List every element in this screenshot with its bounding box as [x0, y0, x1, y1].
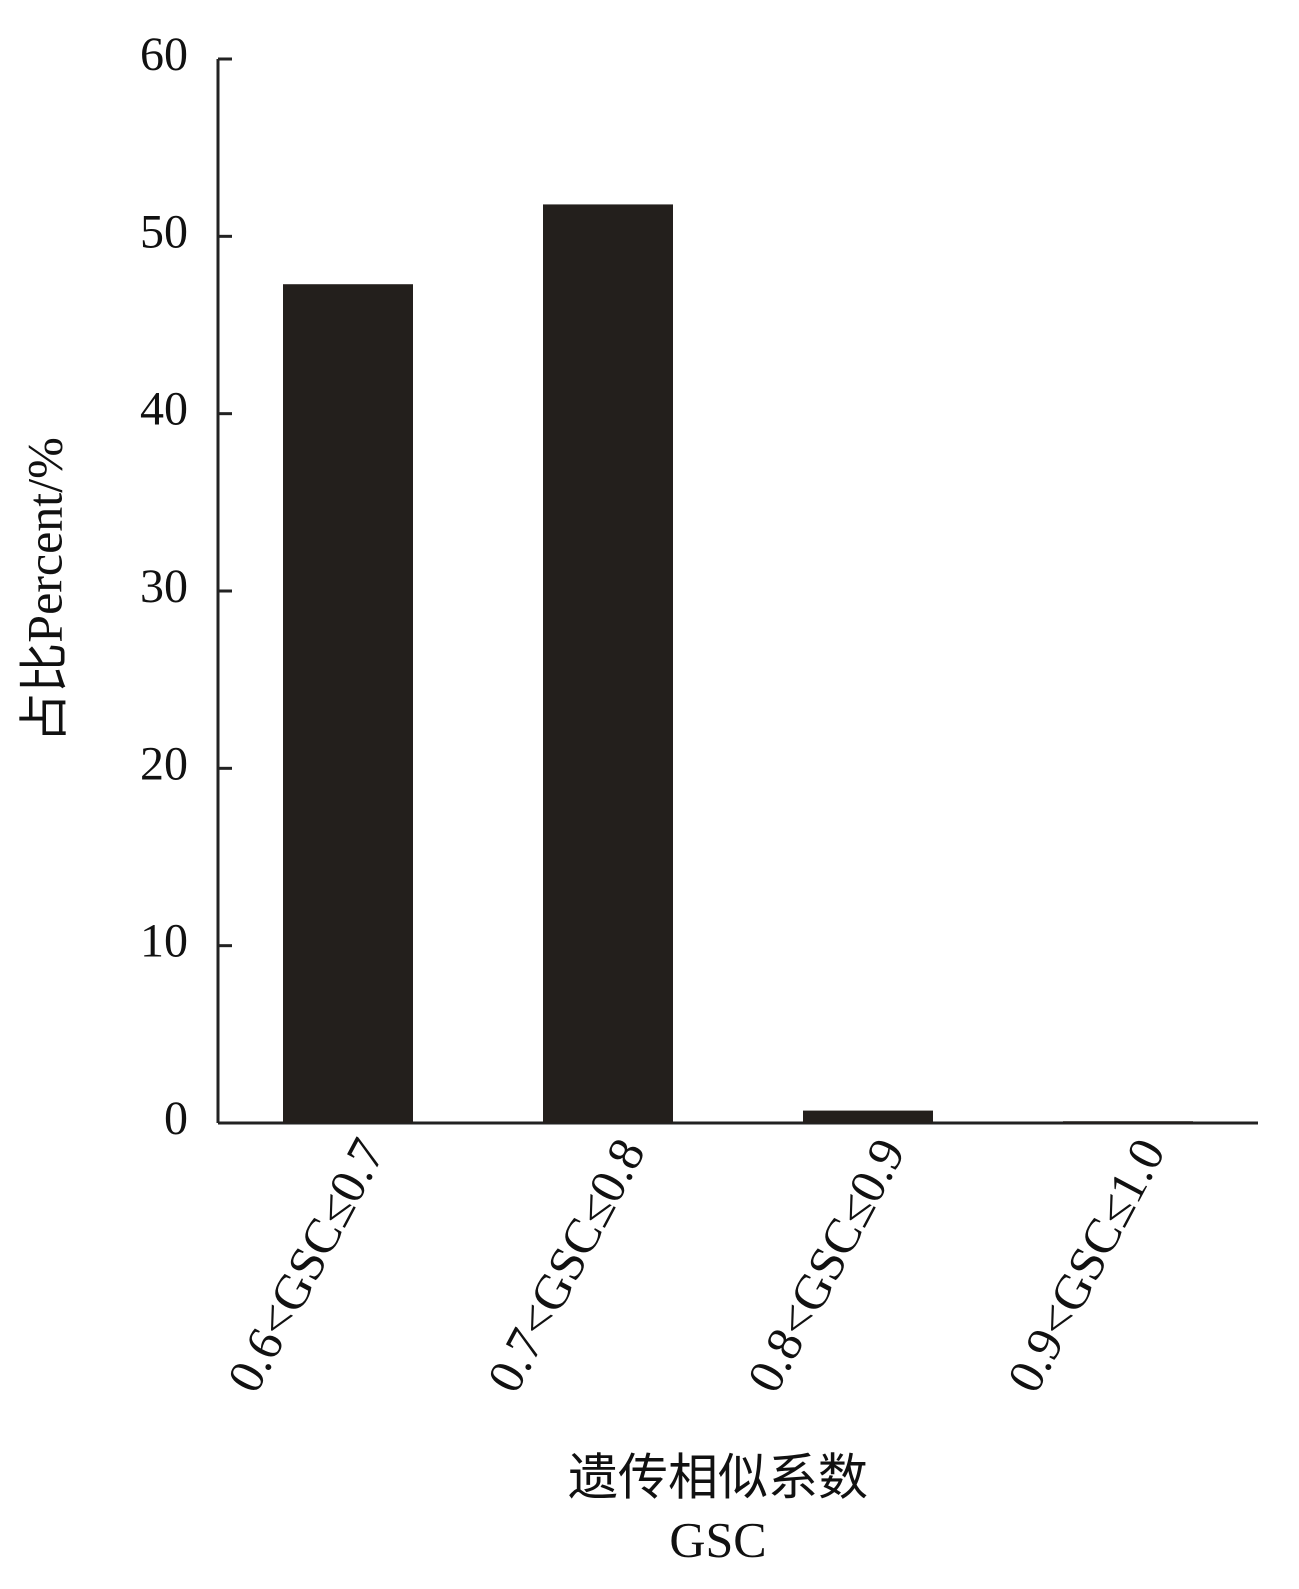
y-tick-label: 20: [140, 737, 188, 790]
y-tick-label: 0: [164, 1092, 188, 1145]
bar: [1063, 1121, 1193, 1123]
x-tick-label: 0.8<GSC≤0.9: [736, 1129, 916, 1401]
y-tick-label: 10: [140, 915, 188, 968]
y-tick-label: 50: [140, 205, 188, 258]
y-axis-label: 占比Percent/%: [16, 437, 72, 742]
bar: [803, 1110, 933, 1123]
y-tick-label: 30: [140, 560, 188, 613]
bar: [283, 284, 413, 1123]
x-tick-label: 0.9<GSC≤1.0: [996, 1129, 1176, 1401]
y-tick-label: 60: [140, 28, 188, 81]
bar: [543, 204, 673, 1123]
y-tick-label: 40: [140, 383, 188, 436]
x-axis-label: 遗传相似系数: [568, 1449, 868, 1505]
x-tick-label: 0.7<GSC≤0.8: [476, 1129, 656, 1401]
x-axis-label: GSC: [669, 1511, 766, 1567]
x-tick-label: 0.6<GSC≤0.7: [216, 1129, 396, 1401]
